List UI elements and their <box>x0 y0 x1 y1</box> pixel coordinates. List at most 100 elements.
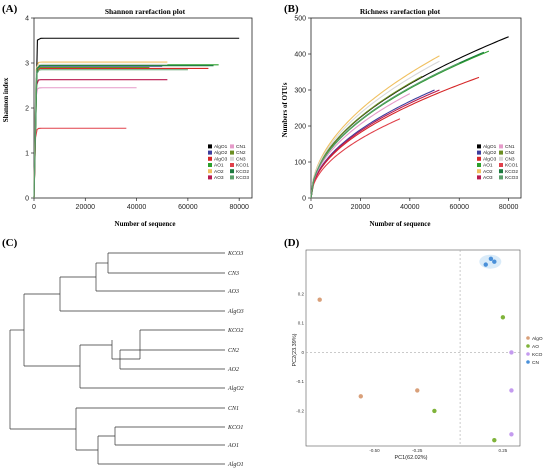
pca-legend-swatch <box>526 336 530 340</box>
series-line-ao1 <box>310 50 490 199</box>
pca-x-tick-label: 0.25 <box>498 448 507 453</box>
series-line-cn1 <box>33 87 137 199</box>
panel-b-title: Richness rarefaction plot <box>360 7 441 16</box>
x-tick-label: 40000 <box>127 204 147 211</box>
pca-legend-swatch <box>526 344 530 348</box>
legend-swatch <box>477 175 481 180</box>
dendrogram-leaf-label: AO1 <box>227 443 239 449</box>
pca-x-tick-label: -0.50 <box>369 448 380 453</box>
panel-c-label: (C) <box>2 237 18 249</box>
pca-legend-label: AlgO <box>532 336 543 342</box>
y-tick-label: 0 <box>25 196 29 203</box>
legend-label: KCO1 <box>505 163 518 169</box>
y-tick-label: 3 <box>25 61 29 68</box>
dendrogram-branches <box>9 252 225 465</box>
panel-d-xlabel: PC1(62.02%) <box>394 455 427 461</box>
panel-a-shannon: (A) Shannon rarefaction plot Number of s… <box>2 3 253 228</box>
panel-a-title: Shannon rarefaction plot <box>105 7 186 16</box>
panel-d-pca: (D) PC1(62.02%) PC2(23.39%) -0.50 -0.25 0.… <box>284 237 543 461</box>
pca-point-algo <box>415 388 420 393</box>
legend-label: KCO3 <box>505 175 518 181</box>
series-line-ao2 <box>33 61 168 199</box>
panel-b-ylabel: Numbers of OTUs <box>281 82 289 137</box>
legend-label: AlgO1 <box>483 144 497 150</box>
legend-label: AO1 <box>214 163 224 169</box>
pca-legend-swatch <box>526 352 530 356</box>
legend-label: CN2 <box>236 150 246 156</box>
y-tick-label: 200 <box>294 124 306 131</box>
legend-label: CN2 <box>505 150 515 156</box>
panel-a-ylabel: Shannon index <box>2 77 10 122</box>
pca-point-cn <box>492 259 497 264</box>
legend-swatch <box>230 150 234 155</box>
panel-b-xlabel: Number of sequence <box>370 220 431 228</box>
panel-b-richness: (B) Richness rarefaction plot Number of … <box>281 3 522 228</box>
legend-label: AO3 <box>214 175 224 181</box>
legend-swatch <box>477 156 481 161</box>
panel-a-label: (A) <box>2 3 18 15</box>
legend-label: AlgO2 <box>214 150 228 156</box>
legend-label: CN1 <box>236 144 246 150</box>
panel-b-label: (B) <box>284 3 299 15</box>
legend-label: KCO2 <box>505 169 518 175</box>
legend-label: AlgO2 <box>483 150 497 156</box>
series-line-algo1 <box>310 36 509 199</box>
legend-swatch <box>208 163 212 167</box>
series-line-algo2 <box>33 65 163 199</box>
series-line-algo2 <box>310 89 435 199</box>
panel-b-axes: 0 20000 40000 60000 80000 0 100 200 300 400 500 <box>294 16 522 211</box>
legend-label: KCO3 <box>236 175 249 181</box>
series-line-cn3 <box>310 60 440 199</box>
series-line-kco2 <box>33 65 214 199</box>
legend-swatch <box>208 150 212 155</box>
dendrogram-leaf-label: AlgO2 <box>227 386 244 392</box>
y-tick-label: 300 <box>294 88 306 95</box>
pca-y-tick-label: 0.1 <box>298 321 305 326</box>
dendrogram-leaf-label: AlgO3 <box>227 309 244 315</box>
dendrogram-leaf-label: CN1 <box>228 406 239 412</box>
panel-a-xlabel: Number of sequence <box>115 220 176 228</box>
pca-legend-label: AO <box>532 344 539 350</box>
series-line-cn2 <box>33 66 150 199</box>
legend-label: KCO1 <box>236 163 249 169</box>
legend-label: AO3 <box>483 175 493 181</box>
panel-d-legend: AlgO AO KCO CN <box>526 336 543 366</box>
legend-label: CN1 <box>505 144 515 150</box>
series-line-kco2 <box>310 51 485 199</box>
legend-label: KCO2 <box>236 169 249 175</box>
y-tick-label: 2 <box>25 106 29 113</box>
legend-label: CN3 <box>236 156 246 162</box>
pca-y-tick-label: 0.2 <box>298 291 305 296</box>
plot-frame <box>310 17 522 199</box>
legend-swatch <box>477 144 481 149</box>
x-tick-label: 60000 <box>178 204 198 211</box>
legend-swatch <box>499 144 503 149</box>
dendrogram-leaf-label: AO2 <box>227 367 239 373</box>
x-tick-label: 0 <box>309 204 313 211</box>
pca-point-ao <box>492 437 497 443</box>
legend-swatch <box>230 175 234 180</box>
series-line-ao1 <box>33 64 219 199</box>
dendrogram-leaf-label: KCO1 <box>227 425 243 431</box>
series-line-cn1 <box>310 93 411 199</box>
x-tick-label: 60000 <box>450 204 470 211</box>
y-tick-label: 400 <box>294 52 306 59</box>
panel-b-series <box>310 36 509 199</box>
legend-label: AO2 <box>483 169 493 175</box>
legend-swatch <box>477 169 481 174</box>
y-tick-label: 0 <box>302 196 306 203</box>
dendrogram-leaf-label: AlgO1 <box>227 462 244 468</box>
y-tick-label: 500 <box>294 16 306 23</box>
pca-legend-swatch <box>526 360 530 364</box>
x-tick-label: 20000 <box>351 204 371 211</box>
pca-point-kco <box>509 388 514 393</box>
x-tick-label: 80000 <box>499 204 519 211</box>
legend-swatch <box>477 163 481 167</box>
x-tick-label: 0 <box>32 204 36 211</box>
legend-label: AlgO3 <box>214 156 228 162</box>
pca-point-cn <box>488 256 494 261</box>
legend-swatch <box>499 156 503 161</box>
panel-c-dendrogram: (C) KCO3CN3AO3AlgO3KCO2CN2AO2AlgO2CN1KCO… <box>2 237 244 468</box>
panel-d-points <box>317 254 514 443</box>
